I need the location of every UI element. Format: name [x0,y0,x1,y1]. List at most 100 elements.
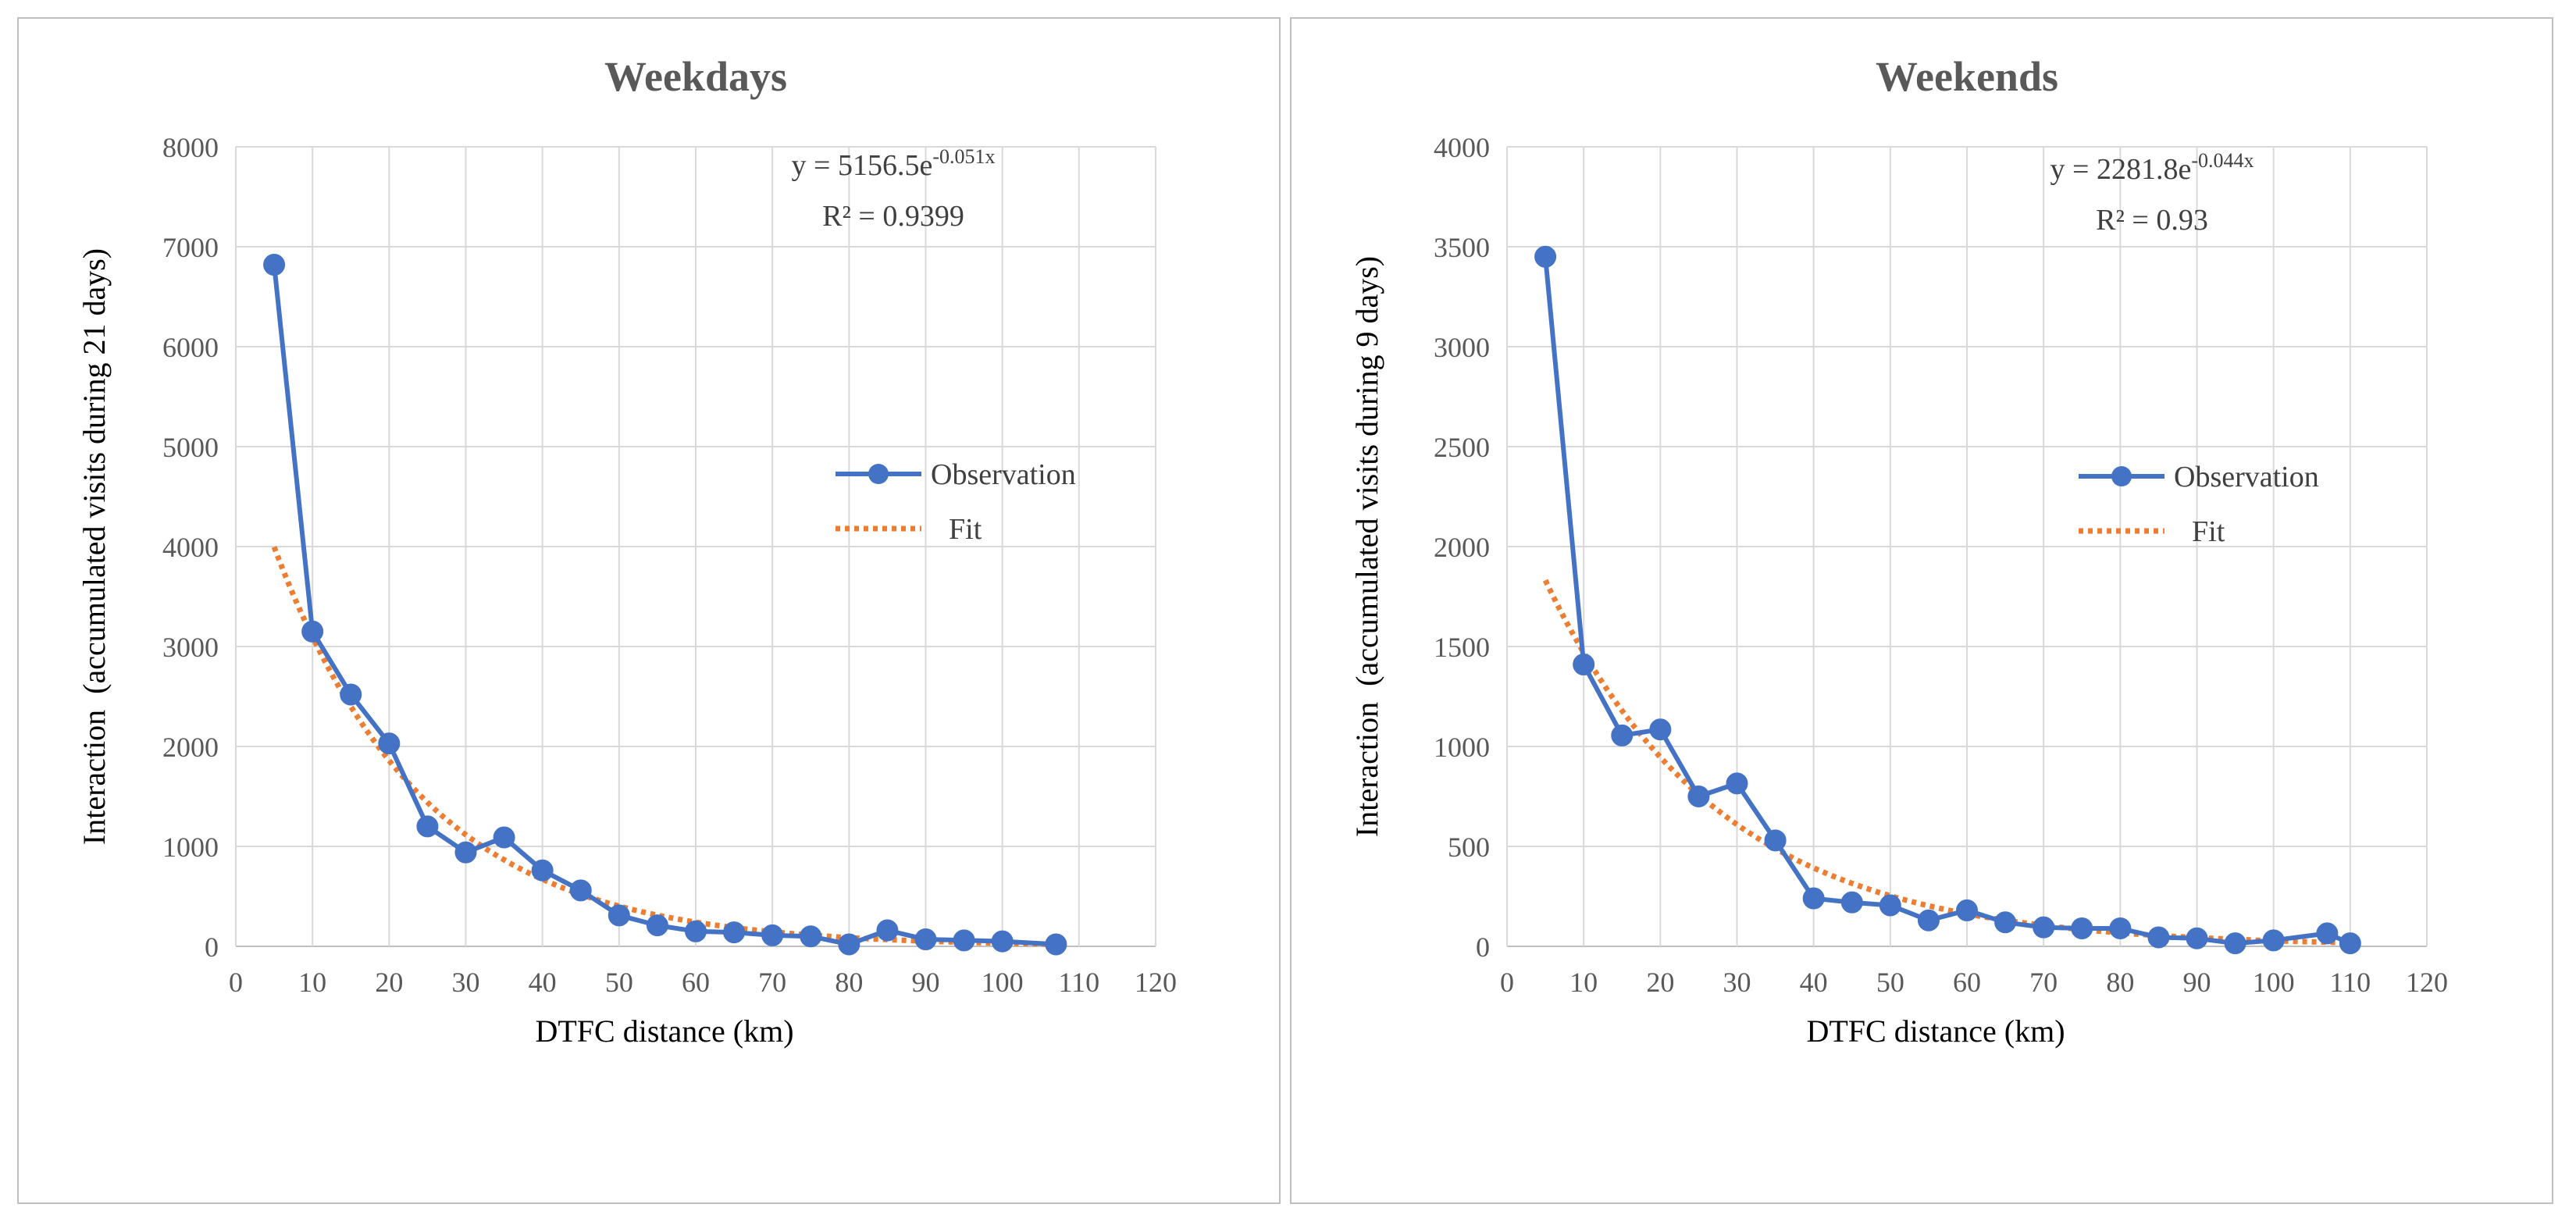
weekends-legend-fit-label: Fit [2192,515,2225,548]
weekdays-observation-point [493,826,515,849]
weekdays-observation-point [953,929,975,952]
weekends-observation-point [2339,932,2361,955]
weekends-observation-point [1649,718,1672,741]
weekdays-y-axis-label: Interaction (accumulated visits during 2… [77,248,112,845]
weekends-y-tick-label: 2000 [1434,532,1490,563]
weekends-y-tick-label: 1000 [1434,732,1490,763]
weekdays-observation-point [914,928,937,951]
weekdays-y-tick-label: 0 [205,932,219,963]
weekends-x-tick-label: 60 [1953,967,1981,998]
weekends-chart: Weekends05001000150020002500300035004000… [1349,53,2448,1049]
weekends-observation-point [2147,926,2170,949]
weekends-legend-observation-marker [2111,466,2132,486]
weekends-x-tick-label: 120 [2406,967,2448,998]
weekends-y-tick-label: 0 [1476,932,1490,963]
weekdays-x-tick-label: 50 [605,967,633,998]
weekdays-legend-observation-marker [868,464,889,484]
weekdays-observation-point [416,815,439,838]
weekends-equation-exponent: -0.044x [2191,149,2254,172]
weekends-x-tick-label: 50 [1876,967,1904,998]
weekdays-observation-point [340,683,362,706]
weekdays-equation-base: y = 5156.5e [792,149,933,182]
weekdays-x-tick-label: 10 [298,967,326,998]
weekdays-legend-observation-label: Observation [931,458,1076,491]
weekdays-y-tick-label: 5000 [162,432,219,463]
weekends-x-tick-label: 10 [1569,967,1598,998]
weekends-y-axis-label: Interaction (accumulated visits during 9… [1349,256,1384,837]
weekdays-observation-point [838,933,860,956]
weekends-observation-point [2224,932,2246,955]
weekends-observation-point [2186,927,2208,949]
weekdays-chart: Weekdays01000200030004000500060007000800… [77,53,1177,1049]
weekends-r-squared: R² = 0.93 [2096,204,2208,237]
weekdays-y-tick-label: 3000 [162,632,219,663]
weekends-y-tick-label: 1500 [1434,632,1490,663]
weekends-observation-point [1994,911,2017,934]
weekends-observation-point [1802,887,1825,910]
weekends-observation-point [2071,917,2093,939]
weekdays-x-tick-label: 30 [452,967,480,998]
weekends-legend-observation-label: Observation [2174,461,2319,493]
weekends-chart-title: Weekends [1876,53,2058,100]
weekends-observation-point [1611,724,1634,746]
weekdays-r-squared: R² = 0.9399 [822,200,964,233]
weekdays-equation-exponent: -0.051x [932,145,995,168]
weekdays-x-tick-label: 90 [912,967,940,998]
weekends-x-tick-label: 80 [2106,967,2134,998]
weekdays-x-tick-label: 110 [1058,967,1099,998]
weekdays-observation-point [1045,933,1067,956]
weekdays-observation-point [378,732,401,755]
weekdays-y-tick-label: 1000 [162,832,219,863]
weekdays-observation-line [272,264,1056,947]
weekends-x-tick-label: 100 [2253,967,2295,998]
weekdays-observation-point [531,859,554,882]
weekends-observation-point [2109,917,2132,939]
weekdays-observation-point [876,919,899,942]
weekdays-observation-point [301,620,324,643]
weekdays-y-tick-label: 8000 [162,132,219,163]
weekdays-observation-point [800,925,822,948]
weekdays-chart-panel: Weekdays 0 1000 2000 3000 4000 5000 6000 7000 800… [17,17,1281,1204]
weekdays-observation-point [761,924,784,946]
weekends-x-tick-label: 110 [2329,967,2371,998]
weekdays-observation-point [991,930,1014,953]
weekends-y-tick-label: 3500 [1434,232,1490,263]
weekends-equation-base: y = 2281.8e [2050,153,2192,186]
weekends-trendline-equation: y = 2281.8e-0.044x [2050,149,2254,186]
weekends-chart-panel: Weekends 0 500 1000 1500 2000 2500 3000 3500 4000… [1290,17,2553,1204]
weekdays-observation-point [646,914,668,937]
weekends-x-tick-label: 20 [1646,967,1674,998]
weekdays-observation-point [723,921,746,944]
weekends-observation-point [1534,245,1557,268]
weekdays-observation-point [569,879,592,902]
weekends-y-tick-label: 2500 [1434,432,1490,463]
weekdays-y-tick-label: 6000 [162,332,219,363]
weekdays-trendline-equation: y = 5156.5e-0.051x [792,145,996,182]
weekdays-observation-point [263,254,286,276]
weekends-observation-point [1879,894,1901,917]
weekdays-x-tick-label: 80 [835,967,863,998]
weekends-y-tick-label: 3000 [1434,332,1490,363]
weekdays-x-tick-label: 120 [1135,967,1177,998]
weekdays-chart-title: Weekdays [604,53,787,100]
weekdays-x-tick-label: 20 [375,967,403,998]
weekends-observation-line [1543,256,2351,946]
weekdays-x-axis-label: DTFC distance (km) [535,1013,793,1049]
weekends-observation-point [2316,922,2339,945]
weekdays-x-tick-label: 100 [982,967,1024,998]
weekends-observation-point [1726,772,1748,795]
weekends-observation-point [1840,891,1863,914]
weekdays-observation-point [454,841,477,864]
weekends-observation-point [2262,929,2285,952]
weekdays-x-tick-label: 70 [758,967,786,998]
weekdays-y-tick-label: 2000 [162,732,219,763]
weekends-observation-point [1573,654,1595,676]
weekdays-x-tick-label: 0 [229,967,243,998]
weekends-observation-point [1764,829,1787,852]
weekends-y-tick-label: 4000 [1434,132,1490,163]
weekdays-x-tick-label: 60 [682,967,710,998]
weekends-x-tick-label: 40 [1800,967,1828,998]
weekends-x-tick-label: 30 [1723,967,1751,998]
weekdays-observation-point [607,904,630,927]
weekdays-y-tick-label: 4000 [162,532,219,563]
